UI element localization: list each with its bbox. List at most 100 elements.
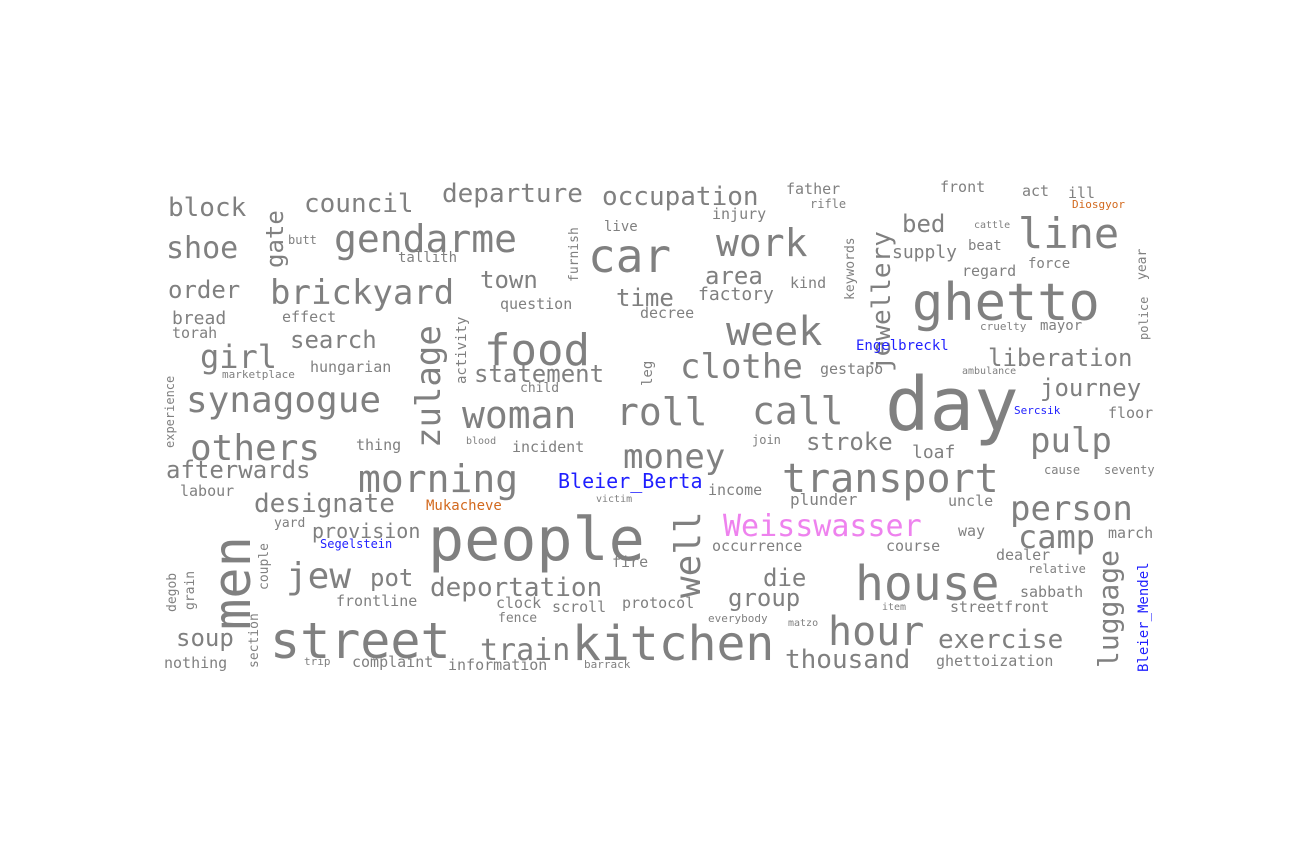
word-incident: incident — [512, 438, 584, 456]
word-father: father — [786, 180, 840, 198]
word-ghetto: ghetto — [912, 273, 1100, 333]
word-train: train — [480, 633, 570, 668]
word-die: die — [763, 564, 806, 592]
word-gendarme: gendarme — [334, 217, 517, 261]
word-week: week — [726, 309, 822, 355]
word-dealer: dealer — [996, 546, 1050, 564]
word-search: search — [290, 326, 377, 354]
word-occurrence: occurrence — [712, 537, 802, 555]
word-street: street — [270, 612, 451, 670]
word-force: force — [1028, 256, 1070, 272]
word-floor: floor — [1108, 404, 1153, 422]
word-item: item — [882, 602, 906, 613]
word-grain: grain — [183, 571, 198, 610]
word-thing: thing — [356, 436, 401, 454]
word-designate: designate — [254, 489, 395, 519]
word-engelbreckl: Engelbreckl — [856, 338, 949, 354]
word-morning: morning — [358, 457, 518, 501]
word-year: year — [1135, 249, 1150, 280]
word-departure: departure — [442, 179, 583, 209]
word-journey: journey — [1040, 374, 1141, 402]
word-section: section — [247, 613, 262, 668]
word-day: day — [885, 362, 1019, 448]
word-well: well — [668, 511, 709, 598]
word-sabbath: sabbath — [1020, 583, 1083, 601]
word-factory: factory — [698, 284, 774, 305]
word-tallith: tallith — [398, 250, 457, 266]
word-butt: butt — [288, 233, 317, 247]
word-fence: fence — [498, 611, 537, 626]
word-occupation: occupation — [602, 182, 759, 212]
word-information: information — [448, 656, 547, 674]
word-ill: ill — [1068, 184, 1095, 202]
word-seventy: seventy — [1104, 463, 1155, 477]
word-call: call — [752, 389, 844, 433]
word-camp: camp — [1018, 518, 1095, 556]
word-bed: bed — [902, 210, 945, 238]
word-hungarian: hungarian — [310, 358, 391, 376]
word-stroke: stroke — [806, 428, 893, 456]
word-clock: clock — [496, 594, 541, 612]
word-bleier-berta: Bleier_Berta — [558, 469, 703, 493]
word-march: march — [1108, 524, 1153, 542]
word-statement: statement — [474, 360, 604, 388]
word-time: time — [616, 284, 674, 312]
word-yard: yard — [274, 516, 305, 531]
word-furnish: furnish — [567, 227, 582, 282]
word-car: car — [588, 229, 671, 283]
word-area: area — [705, 262, 763, 290]
word-torah: torah — [172, 324, 217, 342]
word-transport: transport — [782, 456, 999, 502]
word-marketplace: marketplace — [222, 368, 295, 381]
word-loaf: loaf — [912, 442, 955, 463]
word-jew: jew — [286, 556, 351, 597]
word-bread: bread — [172, 308, 226, 329]
word-group: group — [728, 584, 800, 612]
word-segelstein: Segelstein — [320, 537, 392, 551]
word-jewellery: jewellery — [867, 231, 897, 372]
word-complaint: complaint — [352, 653, 433, 671]
word-barrack: barrack — [584, 658, 631, 671]
word-scroll: scroll — [552, 598, 606, 616]
word-soup: soup — [176, 624, 234, 652]
word-gestapo: gestapo — [820, 360, 883, 378]
word-pulp: pulp — [1030, 421, 1112, 461]
word-money: money — [623, 437, 725, 477]
word-house: house — [855, 556, 1000, 612]
word-everybody: everybody — [708, 612, 768, 625]
word-brickyard: brickyard — [270, 273, 454, 313]
word-clothe: clothe — [680, 347, 803, 387]
word-blood: blood — [466, 436, 496, 447]
word-liberation: liberation — [988, 344, 1133, 372]
word-nothing: nothing — [164, 654, 227, 672]
word-work: work — [716, 221, 808, 265]
word-line: line — [1018, 209, 1119, 258]
word-others: others — [190, 428, 320, 469]
word-activity: activity — [454, 317, 470, 384]
word-injury: injury — [712, 205, 766, 223]
word-roll: roll — [616, 390, 708, 434]
word-protocol: protocol — [622, 594, 694, 612]
word-cattle: cattle — [974, 220, 1010, 231]
word-way: way — [958, 522, 985, 540]
word-kitchen: kitchen — [572, 616, 774, 672]
word-child: child — [520, 381, 559, 396]
word-labour: labour — [180, 482, 234, 500]
word-mukacheve: Mukacheve — [426, 498, 502, 514]
word-experience: experience — [163, 376, 177, 448]
word-hour: hour — [828, 609, 924, 655]
word-diosgyor: Diosgyor — [1072, 198, 1125, 211]
word-matzo: matzo — [788, 618, 818, 629]
word-woman: woman — [462, 393, 576, 437]
word-provision: provision — [312, 519, 420, 543]
word-food: food — [484, 325, 590, 376]
word-cruelty: cruelty — [980, 320, 1027, 333]
word-person: person — [1010, 489, 1133, 529]
word-leg: leg — [640, 361, 656, 386]
word-frontline: frontline — [336, 592, 417, 610]
word-keywords: keywords — [843, 237, 858, 300]
word-victim: victim — [596, 494, 632, 505]
word-gate: gate — [261, 210, 289, 268]
word-men: men — [203, 536, 263, 630]
